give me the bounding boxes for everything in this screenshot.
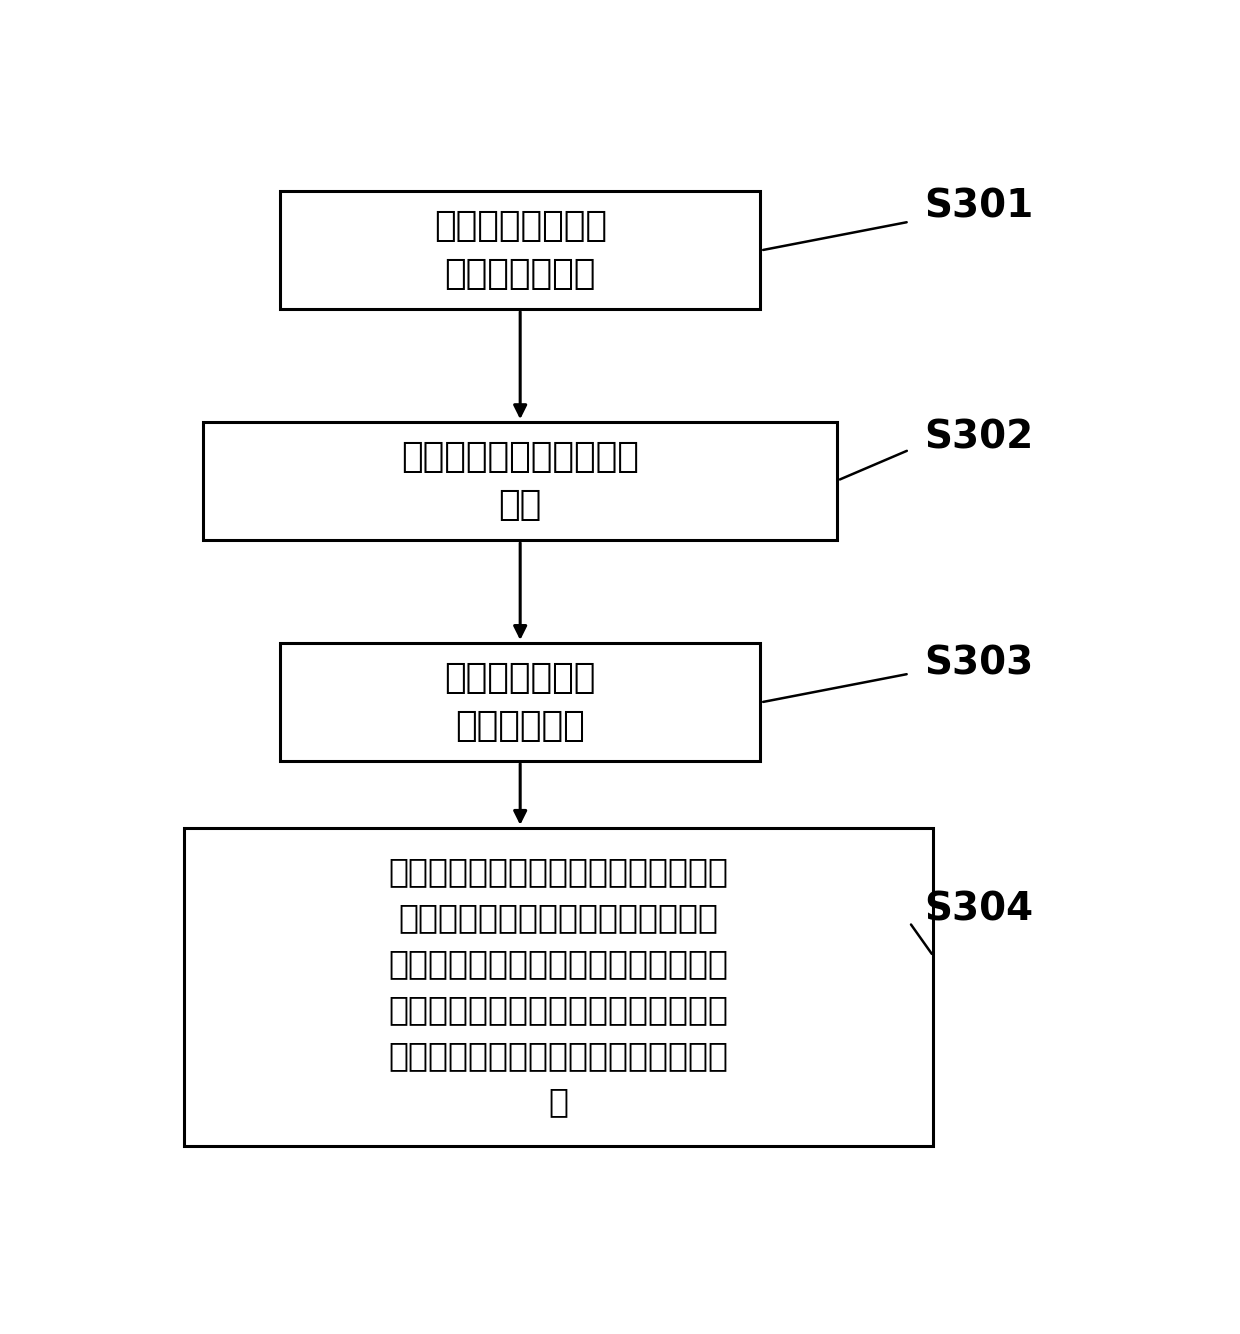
Text: S304: S304 [924,891,1033,928]
FancyBboxPatch shape [280,643,760,760]
Text: S303: S303 [924,644,1033,683]
Text: 若用户当前操作方式不是对终端当前应
用的天线信号质量影响最小的操作方
式，根据采集操作的操作方式信息以及
天线信息之间的关系，调整当前应用的
显示画面方向，以指: 若用户当前操作方式不是对终端当前应 用的天线信号质量影响最小的操作方 式，根据采… [388,855,729,1118]
Text: 获取终端当前应
用的天线信息: 获取终端当前应 用的天线信息 [444,662,596,743]
Text: S301: S301 [924,187,1033,225]
FancyBboxPatch shape [280,191,760,309]
Text: 采集用户当前的操作方式
信息: 采集用户当前的操作方式 信息 [402,440,639,522]
FancyBboxPatch shape [203,422,837,540]
FancyBboxPatch shape [184,827,934,1146]
Text: S302: S302 [924,419,1033,456]
Text: 获取终端当前应用
的通信信号类型: 获取终端当前应用 的通信信号类型 [434,209,606,291]
